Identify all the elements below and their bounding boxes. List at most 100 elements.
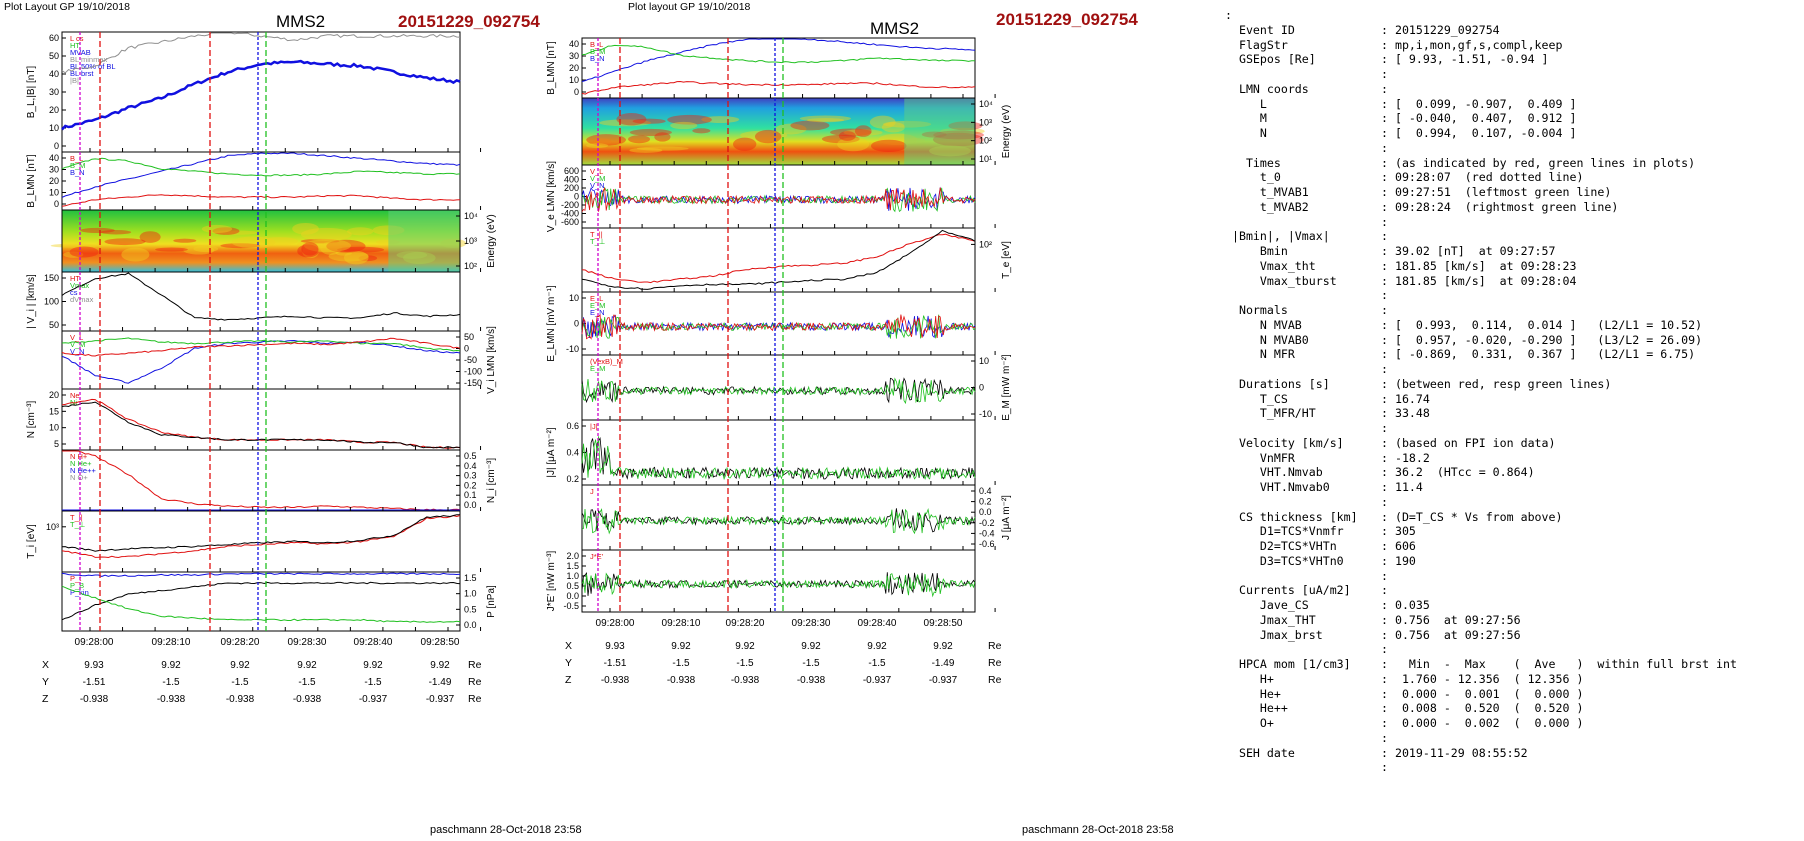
left-legend-entry: P_t [70, 574, 82, 583]
left-ytick: 20 [49, 176, 59, 186]
left-series-V-L [61, 339, 461, 384]
summary-line: : [1225, 731, 1800, 746]
left-ytick: 50 [464, 332, 474, 342]
summary-line: D2=TCS*VHTn: 606 [1225, 539, 1800, 554]
left-ytick: -100 [464, 367, 482, 377]
left-ytick: 10 [49, 423, 59, 433]
left-series-B-L [61, 152, 461, 198]
left-ytick: 50 [49, 320, 59, 330]
summary-line: T_CS: 16.74 [1225, 392, 1800, 407]
left-position-value: 9.92 [230, 660, 250, 671]
right-ytick: -0.6 [979, 539, 995, 549]
left-ytick: 10 [49, 123, 59, 133]
left-panel-4: V_i LMN [km/s] 50 0-50 -100-150 V_LV_MV_N [61, 326, 497, 394]
summary-value: : [1381, 362, 1388, 376]
left-series-V-N [61, 337, 461, 357]
summary-line: N MVAB0: [ 0.957, -0.020, -0.290 ] (L3/L… [1225, 333, 1800, 348]
summary-key: VHT.Nmvab [1225, 465, 1323, 480]
right-series-T- [581, 229, 976, 290]
summary-line: N: [ 0.994, 0.107, -0.004 ] [1225, 126, 1800, 141]
summary-line: T_MFR/HT: 33.48 [1225, 406, 1800, 421]
right-trace [581, 508, 976, 533]
right-ylabel: |J| [μA m⁻²] [546, 427, 557, 477]
right-panel-8: J*E' [nW m⁻³] 2.01.51.00.50.0-0.5 J*E' [546, 549, 996, 613]
spectrogram-patch [616, 112, 647, 126]
left-series--B- [61, 32, 461, 74]
right-legend-entry: V_L [590, 167, 603, 176]
right-position-value: 9.93 [605, 641, 625, 652]
right-ylabel: J*E' [nW m⁻³] [546, 551, 557, 612]
right-position-value: -1.5 [802, 658, 820, 669]
left-footer: paschmann 28-Oct-2018 23:58 [430, 824, 582, 836]
right-ytick: 0 [979, 383, 984, 393]
summary-line: VHT.Nmvab: 36.2 (HTcc = 0.864) [1225, 465, 1800, 480]
summary-line: : [1225, 495, 1800, 510]
left-ytick: 0.5 [464, 451, 477, 461]
summary-line: : [1225, 141, 1800, 156]
summary-line: |Bmin|, |Vmax|: [1225, 229, 1800, 244]
right-ytick: 0.4 [979, 486, 992, 496]
right-position-unit: Re [988, 674, 1002, 686]
right-position-value: 9.92 [735, 641, 755, 652]
left-ytick: 1.5 [464, 573, 477, 583]
left-ytick: 150 [44, 273, 59, 283]
summary-value: : [ 0.099, -0.907, 0.409 ] [1381, 96, 1577, 111]
left-panel-8: P [nPa]1.51.00.50.0P_tP_BP_kin [61, 571, 497, 632]
right-ytick: 1.0 [566, 571, 579, 581]
spectrogram-patch [300, 238, 340, 244]
left-legend-entry: B_M [70, 161, 85, 170]
right-ytick: 0 [574, 319, 579, 329]
summary-key: O+ [1225, 716, 1274, 730]
summary-line: N MVAB: [ 0.993, 0.114, 0.014 ] (L2/L1 =… [1225, 318, 1800, 333]
right-ytick: 2.0 [566, 551, 579, 561]
summary-value: : 20151229_092754 [1381, 22, 1500, 37]
left-series-P-kin [61, 585, 461, 623]
summary-key: LMN coords [1225, 81, 1309, 96]
left-time-label: 09:28:00 [75, 637, 114, 648]
spectrogram-patch [629, 128, 672, 136]
spectrogram-patch [870, 139, 907, 153]
spectrogram-patch [821, 134, 860, 144]
left-position-value: -0.938 [157, 694, 186, 705]
left-ytick: -150 [464, 378, 482, 388]
summary-value: : 16.74 [1381, 391, 1430, 406]
spectrogram-patch [628, 135, 651, 144]
spectrogram-patch [667, 114, 712, 125]
right-position-value: -0.938 [731, 675, 760, 686]
right-position-row-name: Z [565, 674, 572, 686]
left-panel-frame [61, 449, 461, 512]
summary-line: N MFR: [ -0.869, 0.331, 0.367 ] (L2/L1 =… [1225, 347, 1800, 362]
left-ytick: 5 [54, 439, 59, 449]
right-ytick: 20 [569, 63, 579, 73]
left-header: Plot Layout GP 19/10/2018 [4, 1, 130, 13]
spectrogram-patch [790, 120, 830, 131]
summary-line: VHT.Nmvab0: 11.4 [1225, 480, 1800, 495]
right-ytick: 0.5 [566, 581, 579, 591]
left-ytick: 1.0 [464, 589, 477, 599]
summary-value: : 39.02 [nT] at 09:27:57 [1381, 244, 1556, 258]
left-legend-entry: cs [70, 288, 78, 297]
summary-key: He++ [1225, 701, 1288, 716]
right-time-label: 09:28:30 [792, 618, 831, 629]
summary-line: Vmax_tht: 181.85 [km/s] at 09:28:23 [1225, 259, 1800, 274]
summary-value: : [1381, 760, 1388, 775]
spectrogram-region [388, 210, 460, 272]
left-ytick: 0.3 [464, 471, 477, 481]
summary-line: He+: 0.000 - 0.001 ( 0.000 ) [1225, 687, 1800, 702]
summary-line: SEH date: 2019-11-29 08:55:52 [1225, 746, 1800, 761]
spectrogram-patch [320, 241, 342, 255]
summary-value: : [1381, 642, 1388, 657]
summary-line: t_0: 09:28:07 (red dotted line) [1225, 170, 1800, 185]
spectrogram-patch [193, 245, 219, 253]
left-time-label: 09:28:20 [221, 637, 260, 648]
summary-line: D3=TCS*VHTn0: 190 [1225, 554, 1800, 569]
spectrogram-patch [692, 128, 711, 134]
right-position-value: 9.92 [801, 641, 821, 652]
spectrogram-region [904, 98, 975, 165]
spectrogram-patch [231, 236, 276, 249]
summary-line: : [1225, 569, 1800, 584]
summary-line: Event ID: 20151229_092754 [1225, 23, 1800, 38]
spectrogram-patch [586, 143, 609, 149]
left-ylabel: N_i [cm⁻³] [486, 458, 497, 504]
spectrogram-patch [80, 227, 115, 234]
